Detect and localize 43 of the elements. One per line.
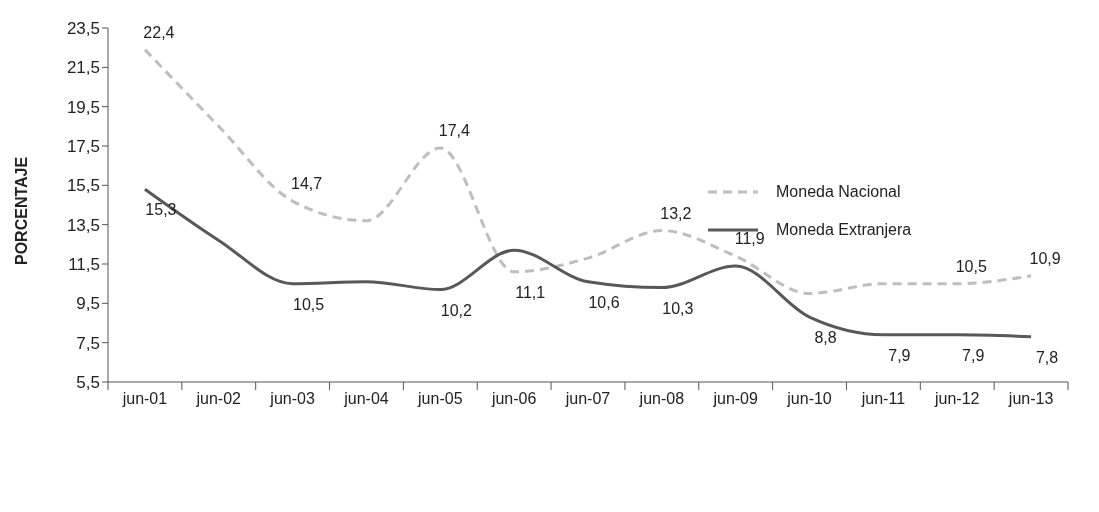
data-label: 15,3 xyxy=(145,201,177,219)
x-tick-label: jun-12 xyxy=(933,390,980,407)
data-label: 22,4 xyxy=(143,23,175,41)
y-tick-label: 5,5 xyxy=(76,373,100,393)
y-tick-label: 17,5 xyxy=(66,137,100,157)
x-tick-label: jun-03 xyxy=(269,390,315,407)
data-label: 13,2 xyxy=(660,204,692,222)
x-tick-label: jun-13 xyxy=(1007,390,1054,407)
y-tick-label: 13,5 xyxy=(66,215,100,235)
x-tick-label: jun-10 xyxy=(786,390,832,407)
x-tick-label: jun-02 xyxy=(195,390,242,407)
y-tick-label: 21,5 xyxy=(66,58,100,78)
y-tick-label: 23,5 xyxy=(66,19,100,39)
x-tick-label: jun-05 xyxy=(417,390,463,407)
data-label: 7,8 xyxy=(1035,348,1059,366)
x-tick-label: jun-11 xyxy=(860,390,906,407)
data-label: 10,5 xyxy=(955,257,987,275)
x-tick-label: jun-01 xyxy=(121,390,168,407)
x-tick-label: jun-04 xyxy=(343,390,389,407)
data-label: 10,2 xyxy=(440,301,472,319)
y-tick-label: 15,5 xyxy=(66,176,100,196)
x-tick-label: jun-07 xyxy=(564,390,611,407)
data-label: 14,7 xyxy=(291,175,323,193)
data-label: 8,8 xyxy=(814,329,837,347)
data-label: 10,5 xyxy=(293,295,325,313)
data-label: 17,4 xyxy=(438,121,470,139)
data-label: 10,3 xyxy=(662,299,694,317)
legend-label: Moneda Extranjera xyxy=(776,221,912,239)
legend-label: Moneda Nacional xyxy=(776,183,901,201)
data-label: 11,1 xyxy=(515,283,546,301)
y-tick-label: 7,5 xyxy=(76,333,100,353)
x-tick-label: jun-09 xyxy=(712,390,759,407)
data-label: 7,9 xyxy=(962,346,985,364)
y-tick-label: 9,5 xyxy=(76,294,100,314)
y-tick-label: 19,5 xyxy=(66,97,100,117)
data-label: 10,9 xyxy=(1029,249,1061,267)
y-axis-title: PORCENTAJE xyxy=(12,156,30,265)
y-tick-label: 11,5 xyxy=(68,255,100,275)
x-tick-label: jun-06 xyxy=(490,390,537,407)
data-label: 10,6 xyxy=(588,293,620,311)
data-label: 7,9 xyxy=(888,346,911,364)
x-tick-label: jun-08 xyxy=(638,390,685,407)
data-label: 11,9 xyxy=(734,230,765,248)
